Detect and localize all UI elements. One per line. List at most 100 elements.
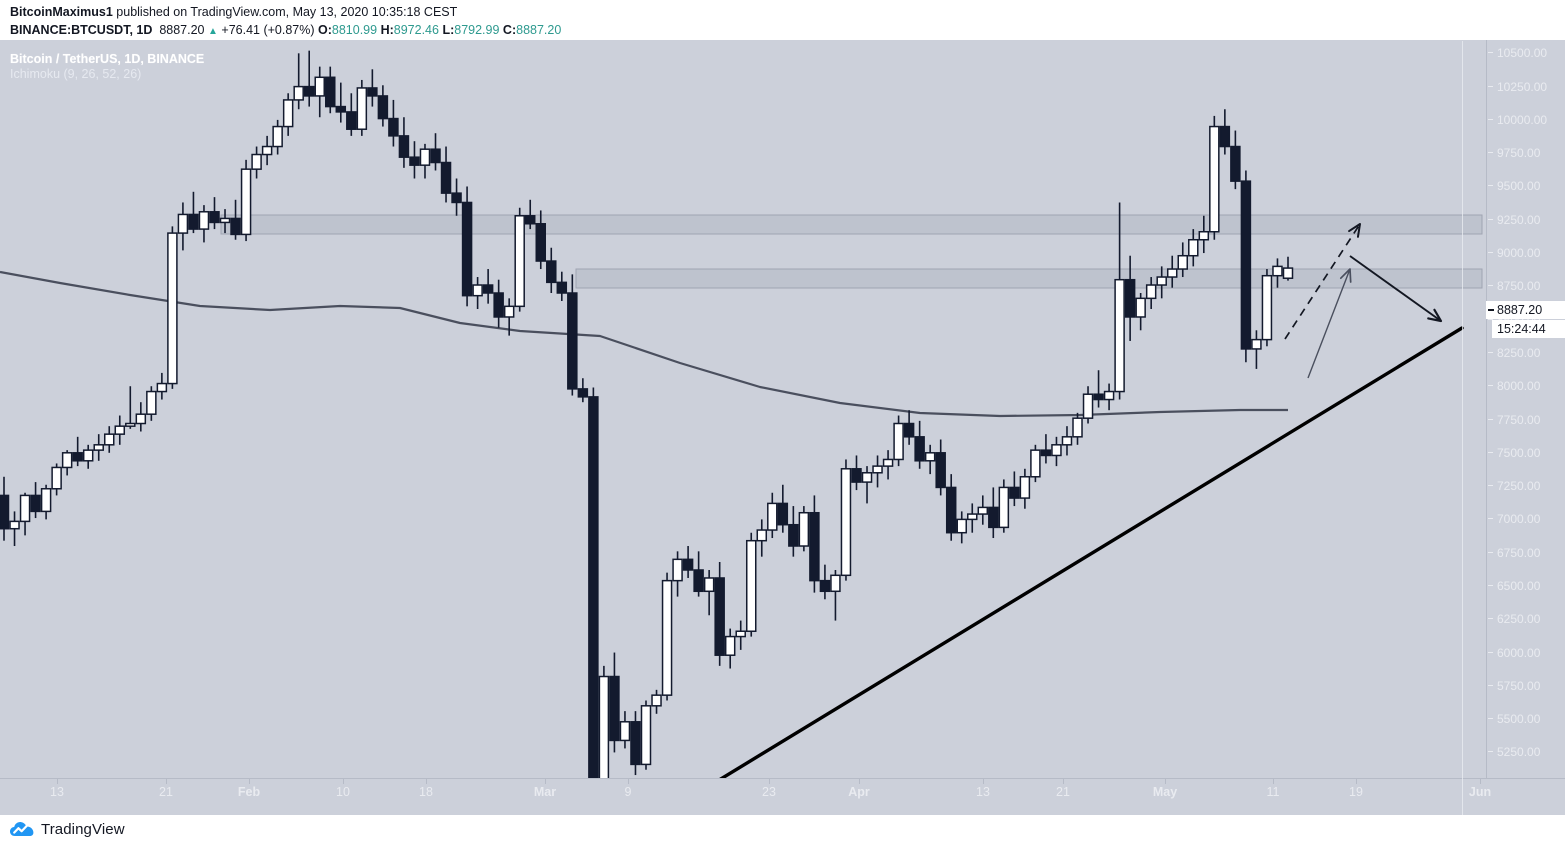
ascending-support-line [719,326,1464,778]
candle-body-bullish [293,85,304,101]
candle-body-bullish [156,382,168,393]
candle-body-bullish [767,502,778,531]
time-tick-mark [859,779,860,784]
candle-body-bullish [19,494,31,523]
candle-body-bullish [419,148,431,166]
candle [1272,258,1283,288]
plot-area[interactable] [0,40,1486,778]
candle [777,484,789,533]
price-tick-dash [1488,451,1493,453]
price-axis[interactable]: 10500.00 10250.00 10000.00 9750.00 9500.00 92… [1486,40,1565,815]
candle-body-bullish [1103,390,1115,401]
candle [409,141,420,179]
price-tick-label: 7250.00 [1497,479,1541,494]
candle-body-bullish [840,468,852,577]
last-price: 8887.20 [159,23,205,37]
candle-body-bearish [546,260,557,284]
time-tick-label: 18 [419,785,433,799]
time-tick-mark [1273,779,1274,784]
candle [977,495,989,525]
candle [567,274,578,396]
candle [198,205,210,243]
price-tick-label: 6250.00 [1497,612,1541,627]
candle [956,511,967,544]
candle-body-bullish [598,675,610,778]
price-tick-label: 5500.00 [1497,712,1541,727]
candle [630,711,641,776]
candle-body-bearish [72,452,83,462]
candle [588,387,599,778]
candle [724,628,736,669]
candle [482,269,494,304]
time-axis[interactable]: 13 21 Feb 10 18 Mar 9 23 Apr 13 21 May 11 19 Jun [0,41,1565,815]
dashed-projection-arrow [1284,223,1361,340]
price-tick-label: 10000.00 [1497,112,1548,127]
candle-body-bullish [356,87,368,130]
price-tick-dash [1488,285,1493,287]
high-label: H: [380,23,394,37]
price-tick-dash [1488,118,1493,120]
candle-body-bullish [1272,265,1283,277]
price-tick: 5750.00 [1486,679,1565,693]
time-tick-label: 21 [159,785,173,799]
candle-body-bearish [209,211,220,224]
candle [251,146,262,179]
price-tick: 9750.00 [1486,146,1565,160]
candle [524,199,536,230]
candle-body-bearish [346,111,357,130]
candle [556,271,568,301]
candle [661,572,673,701]
time-tick-label: Feb [237,785,261,799]
candle-body-bullish [82,449,94,462]
candle [1051,436,1062,467]
price-tick: 6000.00 [1486,646,1565,660]
current-price-value: 8887.20 [1497,303,1543,317]
candle-body-bullish [261,145,273,156]
bar-countdown-tag: 15:24:44 [1492,320,1565,338]
chart-pane[interactable]: Bitcoin / TetherUS, 1D, BINANCE Ichimoku… [0,40,1565,815]
price-tag-dash [1488,309,1494,311]
candle [546,247,557,294]
ichimoku-baseline [0,270,1288,418]
candle-body-bullish [998,486,1010,529]
price-tick-dash [1488,385,1493,387]
price-tick-dash [1488,85,1493,87]
tradingview-logo[interactable]: TradingView [10,821,125,838]
price-tick-dash [1488,718,1493,720]
candle [945,474,957,541]
candle-body-bearish [556,281,568,294]
high-value: 8972.46 [393,23,439,37]
candle-body-bullish [51,466,62,490]
arrow-shaft [1307,268,1351,379]
candle [167,226,178,389]
candle-body-bearish [577,388,589,398]
candle-body-bearish [588,396,599,778]
candle-body-bullish [977,506,989,515]
candle [967,503,978,533]
candle [325,66,336,114]
candle [988,487,999,539]
candle [40,484,52,520]
candle-body-bullish [1156,276,1167,286]
candle [293,53,304,110]
candle [430,133,441,171]
candle-body-bullish [745,539,757,632]
candle-body-bearish [409,156,420,166]
candle [1019,468,1031,509]
candle-body-bullish [282,99,294,128]
candle [451,178,462,216]
price-tick-dash [1488,218,1493,220]
candle-body-bullish [1030,449,1041,478]
candle-body-bullish [1261,274,1273,341]
candle [93,434,104,461]
published-text: published on TradingView.com, May 13, 20… [116,5,458,19]
time-tick-label: Jun [1468,785,1492,799]
candlestick-svg [0,50,1483,778]
candle [303,50,315,107]
price-tick-dash [1488,252,1493,254]
candle [935,439,946,496]
price-tick-label: 9500.00 [1497,179,1541,194]
time-tick-mark [249,779,250,784]
resistance-zone [575,268,1483,289]
